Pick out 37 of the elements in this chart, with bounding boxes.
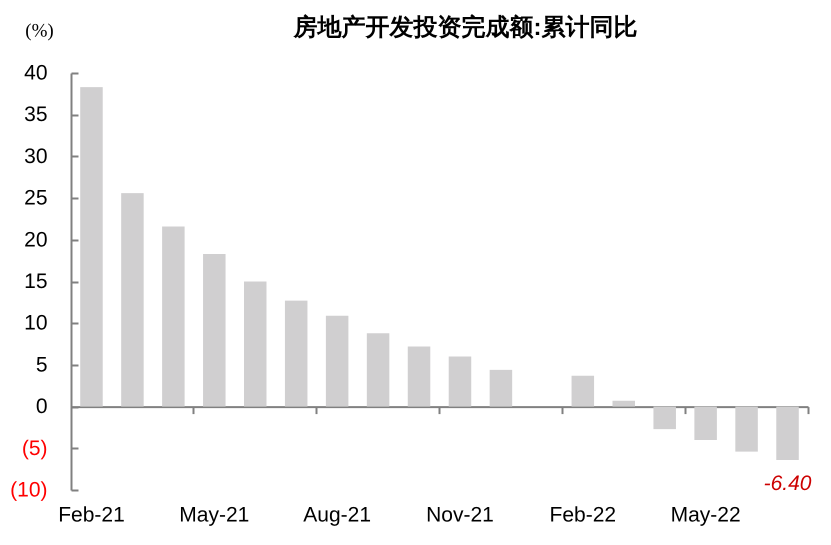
bar (612, 400, 636, 407)
bar (284, 300, 308, 407)
bar (735, 406, 758, 452)
y-axis-title: (%) (25, 20, 54, 42)
bar (366, 333, 390, 407)
y-tick-label: (5) (22, 436, 48, 460)
y-tick-label: 20 (24, 228, 48, 252)
bar (162, 226, 185, 407)
bar (244, 282, 267, 407)
y-tick-label: 15 (24, 270, 48, 293)
y-tick-label: 30 (24, 144, 48, 168)
bar (448, 356, 472, 407)
y-tick-label: (10) (10, 478, 48, 502)
x-tick-label: Nov-21 (426, 504, 494, 526)
bar (408, 346, 430, 407)
x-tick-label: Aug-21 (303, 504, 371, 526)
bar (572, 376, 594, 407)
x-tick-label: Feb-21 (58, 504, 125, 526)
bar (80, 87, 103, 407)
bar (490, 370, 512, 407)
x-tick-label: May-21 (179, 504, 250, 526)
bar (694, 406, 717, 440)
y-tick-label: 10 (24, 312, 48, 335)
x-tick-label: Feb-22 (550, 504, 616, 526)
bar (121, 193, 144, 407)
y-tick-label: 25 (24, 186, 48, 210)
x-tick-label: May-22 (670, 504, 741, 526)
y-tick-label: 5 (36, 353, 48, 376)
y-tick-label: 35 (24, 103, 48, 126)
chart-title: 房地产开发投资完成额:累计同比 (292, 13, 638, 41)
y-tick-label: 40 (24, 62, 48, 84)
bar (203, 254, 226, 407)
bar (776, 406, 799, 460)
bar (326, 316, 348, 407)
bar (653, 406, 676, 430)
data-label: -6.40 (764, 472, 812, 495)
y-tick-label: 0 (36, 395, 48, 418)
